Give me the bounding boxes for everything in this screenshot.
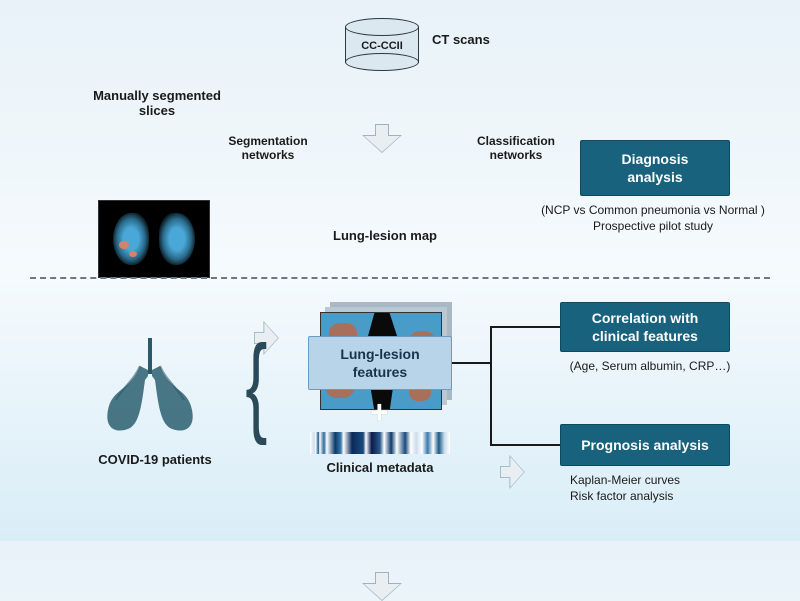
- clinical-metadata-barcode: [310, 432, 450, 454]
- plus-icon: +: [370, 394, 389, 431]
- prognosis-subtext: Kaplan-Meier curves Risk factor analysis: [570, 472, 740, 504]
- ct-slice-image: [98, 200, 210, 278]
- cylinder-label: CC-CCII: [345, 40, 419, 52]
- covid-patients-label: COVID-19 patients: [80, 452, 230, 467]
- divider-line: [30, 277, 770, 279]
- database-cylinder: CC-CCII: [345, 18, 419, 66]
- arrow-down-icon: [364, 124, 400, 152]
- arrow-right-icon: [500, 457, 524, 488]
- arrow-down-icon: [364, 572, 400, 600]
- segmentation-label: Segmentation networks: [218, 134, 318, 162]
- diagnosis-subtext: (NCP vs Common pneumonia vs Normal ) Pro…: [518, 202, 788, 234]
- diagnosis-box: Diagnosis analysis: [580, 140, 730, 196]
- manual-slices-label: Manually segmented slices: [82, 88, 232, 118]
- lungs-icon: [90, 330, 210, 445]
- clinical-metadata-label: Clinical metadata: [310, 460, 450, 475]
- features-box: Lung-lesion features: [308, 336, 452, 390]
- brace-icon: {: [245, 330, 267, 440]
- prognosis-box: Prognosis analysis: [560, 424, 730, 466]
- ct-scans-label: CT scans: [432, 32, 490, 47]
- lesion-map-label: Lung-lesion map: [310, 228, 460, 243]
- classification-label: Classification networks: [466, 134, 566, 162]
- correlation-box: Correlation with clinical features: [560, 302, 730, 352]
- correlation-subtext: (Age, Serum albumin, CRP…): [555, 358, 745, 374]
